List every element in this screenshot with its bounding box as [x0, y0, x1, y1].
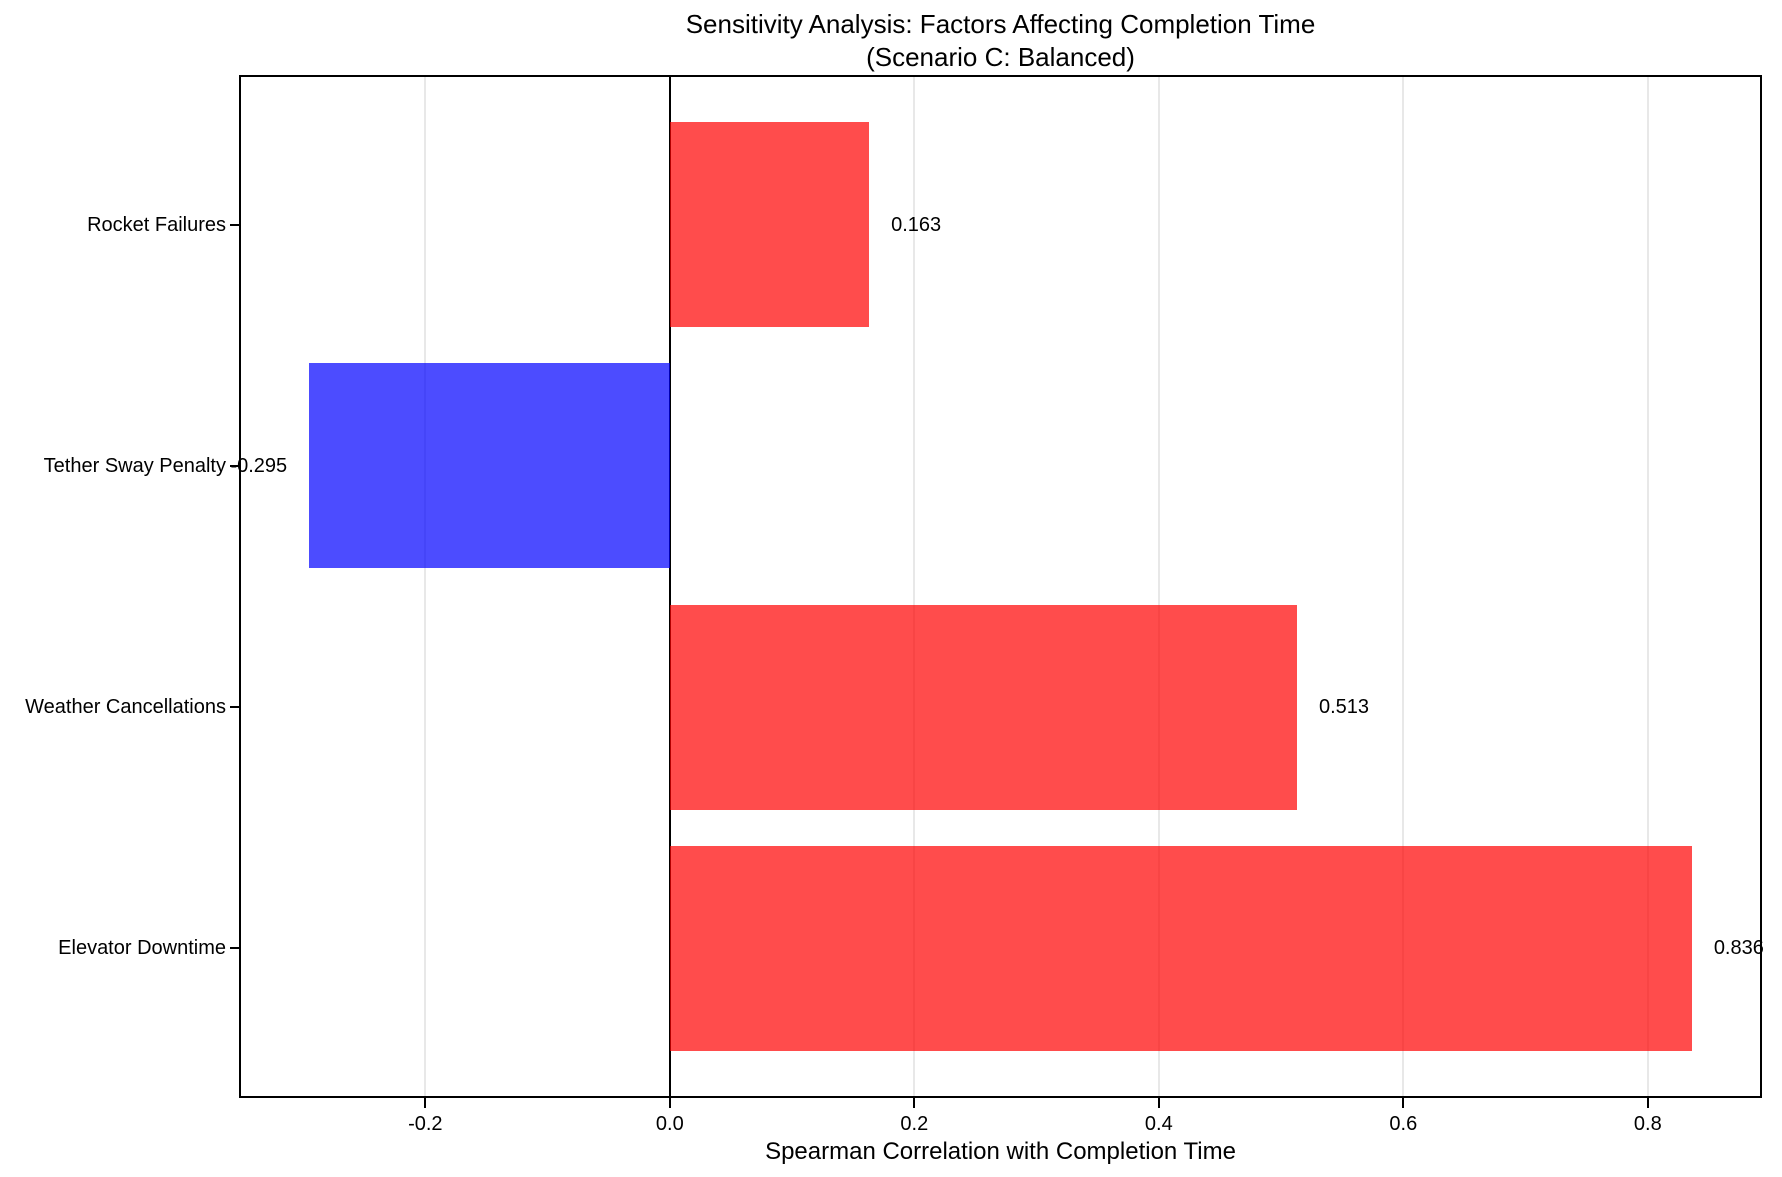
y-tick-mark [230, 223, 240, 226]
x-tick-mark [668, 1098, 671, 1108]
x-tick-mark [913, 1098, 916, 1108]
x-tick-label-0-6: 0.6 [1389, 1113, 1418, 1135]
x-tick-mark [1157, 1098, 1160, 1108]
y-tick-label-weather-cancellations: Weather Cancellations [25, 696, 226, 719]
x-tick-mark [1402, 1098, 1405, 1108]
x-gridline [424, 76, 427, 1097]
bar-tether-sway-penalty [309, 363, 670, 569]
y-tick-label-tether-sway-penalty: Tether Sway Penalty [43, 454, 226, 477]
x-tick-mark [1646, 1098, 1649, 1108]
x-tick-label-0-2: 0.2 [900, 1113, 929, 1135]
x-gridline [1646, 76, 1649, 1097]
value-label-rocket-failures: 0.163 [891, 213, 942, 236]
chart-title: Sensitivity Analysis: Factors Affecting … [685, 9, 1316, 39]
x-axis-label: Spearman Correlation with Completion Tim… [765, 1138, 1236, 1165]
bar-elevator-downtime [669, 845, 1692, 1051]
value-label-weather-cancellations: 0.513 [1318, 696, 1370, 719]
x-tick-label-0-0: 0.0 [655, 1113, 684, 1135]
y-tick-mark [230, 706, 240, 709]
y-tick-mark [230, 947, 240, 950]
x-tick-label-0-4: 0.4 [1144, 1113, 1173, 1135]
x-gridline [1402, 76, 1405, 1097]
x-tick-label-0-8: 0.8 [1633, 1113, 1662, 1135]
x-tick-label--0-2: -0.2 [408, 1113, 443, 1135]
x-tick-mark [424, 1098, 427, 1108]
y-tick-label-elevator-downtime: Elevator Downtime [58, 937, 226, 960]
y-tick-mark [230, 464, 240, 467]
y-tick-label-rocket-failures: Rocket Failures [87, 213, 226, 236]
value-label-tether-sway-penalty: -0.295 [230, 454, 288, 477]
chart-title-block: Sensitivity Analysis: Factors Affecting … [240, 8, 1761, 74]
bar-rocket-failures [669, 122, 870, 328]
zero-line [668, 76, 671, 1097]
x-gridline [1157, 76, 1160, 1097]
bar-weather-cancellations [669, 604, 1297, 810]
chart-subtitle: (Scenario C: Balanced) [866, 42, 1135, 72]
value-label-elevator-downtime: 0.836 [1713, 937, 1764, 960]
x-gridline [913, 76, 916, 1097]
